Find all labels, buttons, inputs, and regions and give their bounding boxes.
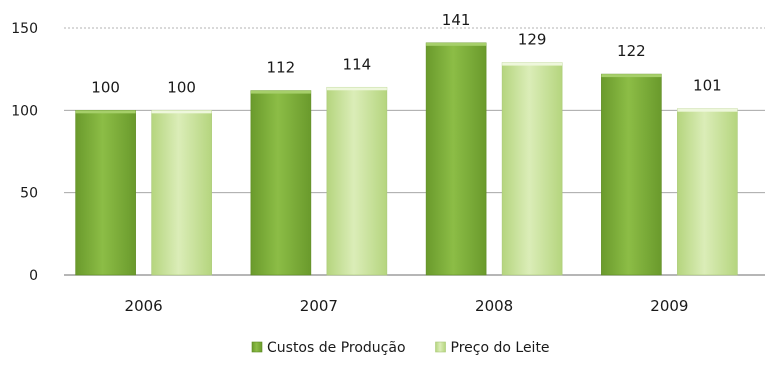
y-tick-label-150: 150 bbox=[11, 21, 38, 37]
x-tick-label-2007: 2007 bbox=[300, 297, 338, 315]
data-label-2007-series-1: 114 bbox=[343, 55, 372, 73]
bar-2007-series-1 bbox=[326, 86, 388, 276]
bar-2007-series-0 bbox=[250, 90, 312, 276]
y-tick-label-50: 50 bbox=[20, 186, 38, 202]
bar-top-2006-series-0 bbox=[75, 110, 136, 114]
bar-top-2009-series-1 bbox=[677, 108, 738, 112]
bars bbox=[75, 42, 738, 276]
x-tick-label-2009: 2009 bbox=[650, 297, 688, 315]
data-label-2009-series-0: 122 bbox=[617, 42, 646, 60]
bar-top-2008-series-1 bbox=[502, 62, 563, 66]
data-label-2006-series-1: 100 bbox=[167, 78, 196, 96]
bar-top-2008-series-0 bbox=[426, 42, 487, 46]
data-label-2008-series-0: 141 bbox=[442, 11, 471, 29]
bar-2008-series-1 bbox=[501, 62, 563, 276]
y-tick-label-100: 100 bbox=[11, 103, 38, 119]
bar-2006-series-1 bbox=[151, 110, 212, 276]
data-label-2009-series-1: 101 bbox=[693, 77, 722, 95]
bar-top-2009-series-0 bbox=[601, 74, 662, 78]
y-tick-label-0: 0 bbox=[29, 268, 38, 284]
data-labels: 100 100 112 114 141 129 122 101 bbox=[91, 11, 721, 97]
bar-top-2007-series-0 bbox=[250, 90, 311, 94]
x-tick-label-2008: 2008 bbox=[475, 297, 513, 315]
y-axis-ticks: 0 50 100 150 bbox=[11, 21, 38, 284]
legend-label-0: Custos de Produção bbox=[267, 340, 406, 356]
legend: Custos de Produção Preço do Leite bbox=[251, 340, 550, 356]
data-label-2006-series-0: 100 bbox=[91, 78, 120, 96]
bar-top-2007-series-1 bbox=[326, 87, 387, 91]
bar-top-2006-series-1 bbox=[151, 110, 212, 114]
data-label-2008-series-1: 129 bbox=[518, 31, 547, 49]
legend-swatch-1 bbox=[435, 341, 446, 353]
legend-swatch-0 bbox=[251, 341, 263, 353]
data-label-2007-series-0: 112 bbox=[267, 59, 296, 77]
legend-label-1: Preço do Leite bbox=[451, 340, 550, 356]
bar-2009-series-1 bbox=[677, 108, 738, 276]
bar-2008-series-0 bbox=[425, 42, 487, 276]
x-axis-ticks: 2006 2007 2008 2009 bbox=[125, 297, 689, 315]
bar-2006-series-0 bbox=[75, 110, 136, 276]
x-tick-label-2006: 2006 bbox=[125, 297, 163, 315]
bar-2009-series-0 bbox=[601, 73, 662, 276]
